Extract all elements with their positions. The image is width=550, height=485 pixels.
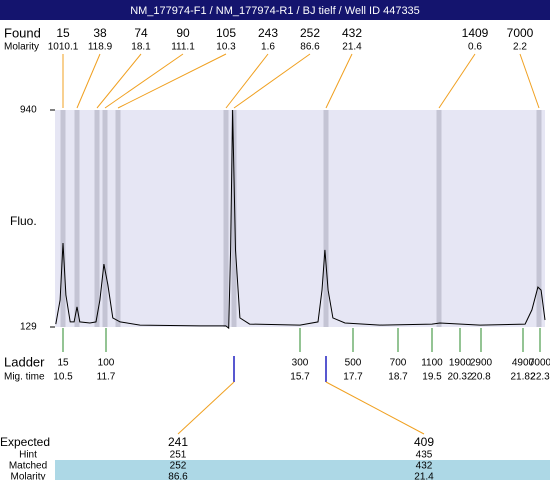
found-leader — [519, 53, 540, 109]
ladder-time: 20.32 — [447, 372, 472, 383]
found-band — [323, 110, 329, 327]
ladder-size: 15 — [57, 358, 69, 369]
found-size: 7000 — [507, 26, 534, 40]
found-molarity: 118.9 — [88, 42, 113, 53]
expected-value: 241 — [168, 435, 188, 449]
trace — [55, 109, 546, 330]
found-band — [231, 110, 237, 327]
found-leader — [225, 53, 269, 109]
found-band — [115, 110, 121, 327]
ladder-time: 17.7 — [343, 372, 363, 383]
found-molarity: 1010.1 — [48, 42, 79, 53]
ladder-time: 21.82 — [510, 372, 535, 383]
ladder-size: 100 — [98, 358, 115, 369]
found-size: 105 — [216, 26, 236, 40]
found-leader — [104, 53, 184, 109]
expected-value: 21.4 — [414, 472, 434, 480]
found-label: Found — [4, 25, 41, 40]
ladder-time: 20.8 — [471, 372, 491, 383]
expected-row-label: Matched — [9, 461, 47, 472]
expected-value: 251 — [170, 450, 187, 461]
found-size: 432 — [342, 26, 362, 40]
ladder-size: 500 — [345, 358, 362, 369]
found-leader — [76, 53, 101, 109]
found-leader — [325, 53, 353, 109]
expected-row-label: Expected — [0, 435, 50, 449]
found-band — [94, 110, 100, 327]
found-leader — [438, 53, 476, 109]
header-bar — [0, 0, 550, 20]
found-molarity: 2.2 — [513, 42, 527, 53]
found-molarity: 18.1 — [131, 42, 151, 53]
y-tick-label: 940 — [20, 105, 37, 116]
expected-value: 432 — [416, 461, 433, 472]
found-molarity: 0.6 — [468, 42, 482, 53]
ladder-time: 15.7 — [290, 372, 310, 383]
expected-leader — [177, 381, 235, 435]
found-band — [436, 110, 442, 327]
found-band — [74, 110, 80, 327]
ladder-time: 11.7 — [97, 372, 116, 383]
found-band — [102, 110, 108, 327]
mig-time-label: Mig. time — [4, 372, 45, 383]
found-leader — [96, 53, 142, 109]
found-band — [536, 110, 542, 327]
found-molarity: 1.6 — [261, 42, 275, 53]
expected-value: 252 — [170, 461, 187, 472]
title: NM_177974-F1 / NM_177974-R1 / BJ tielf /… — [130, 5, 420, 17]
ladder-size: 2900 — [470, 358, 493, 369]
ladder-size: 7000 — [529, 358, 550, 369]
molarity-label: Molarity — [4, 42, 39, 53]
ladder-size: 4900 — [512, 358, 535, 369]
ladder-time: 22.3 — [530, 372, 550, 383]
expected-row-label: Hint — [19, 450, 37, 461]
found-size: 243 — [258, 26, 278, 40]
found-leader — [233, 53, 311, 109]
plot-area — [55, 110, 545, 327]
expected-row-label: Molarity — [10, 472, 45, 480]
expected-leader — [325, 381, 425, 435]
expected-value: 435 — [416, 450, 433, 461]
ladder-time: 10.5 — [53, 372, 73, 383]
found-leader — [117, 53, 227, 109]
found-band — [60, 110, 66, 327]
y-label: Fluo. — [10, 214, 37, 228]
ladder-size: 1100 — [421, 358, 443, 369]
ladder-size: 300 — [292, 358, 309, 369]
found-molarity: 111.1 — [171, 42, 195, 53]
found-size: 38 — [93, 26, 107, 40]
found-size: 15 — [56, 26, 70, 40]
ladder-time: 18.7 — [388, 372, 408, 383]
found-molarity: 21.4 — [342, 42, 362, 53]
ladder-label: Ladder — [4, 354, 45, 369]
y-tick-label: 129 — [20, 322, 37, 333]
found-size: 252 — [300, 26, 320, 40]
ladder-time: 19.5 — [422, 372, 442, 383]
ladder-size: 1900 — [449, 358, 472, 369]
found-molarity: 86.6 — [300, 42, 320, 53]
found-band — [223, 110, 229, 327]
found-molarity: 10.3 — [216, 42, 236, 53]
found-size: 90 — [176, 26, 190, 40]
found-size: 1409 — [462, 26, 489, 40]
expected-value: 409 — [414, 435, 434, 449]
expected-value: 86.6 — [168, 472, 188, 480]
found-size: 74 — [134, 26, 148, 40]
ladder-size: 700 — [390, 358, 407, 369]
matched-highlight — [55, 460, 550, 480]
